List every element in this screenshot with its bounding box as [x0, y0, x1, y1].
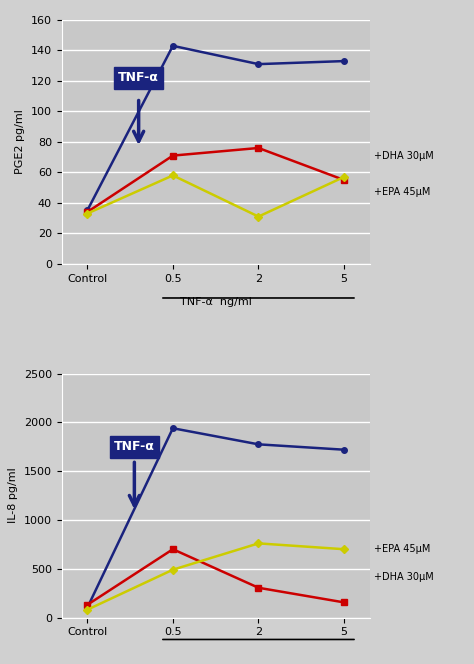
Text: +DHA 30μM: +DHA 30μM	[374, 151, 434, 161]
Text: +EPA 45μM: +EPA 45μM	[374, 544, 430, 554]
Y-axis label: IL-8 pg/ml: IL-8 pg/ml	[8, 467, 18, 523]
Text: TNF-α: TNF-α	[118, 71, 159, 84]
Text: +EPA 45μM: +EPA 45μM	[374, 187, 430, 197]
Text: +DHA 30μM: +DHA 30μM	[374, 572, 434, 582]
Text: TNF-α: TNF-α	[114, 440, 155, 454]
Y-axis label: PGE2 pg/ml: PGE2 pg/ml	[15, 110, 25, 175]
X-axis label: TNF-α  ng/ml: TNF-α ng/ml	[180, 297, 252, 307]
